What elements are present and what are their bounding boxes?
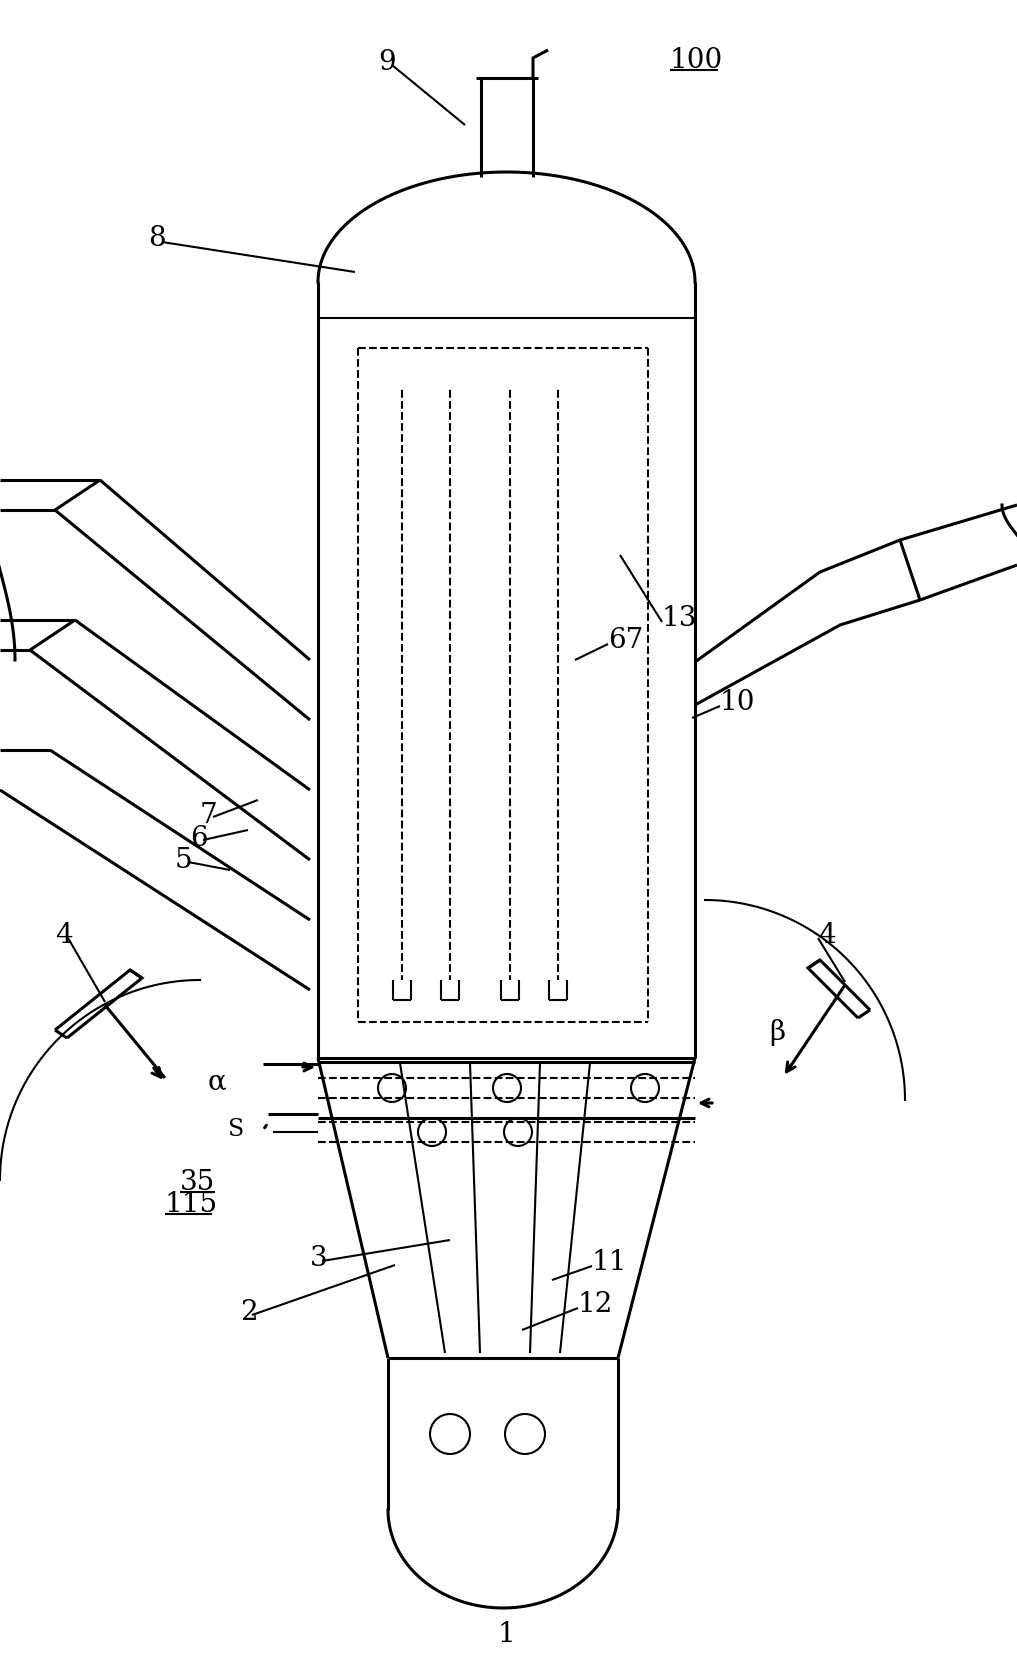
Text: β: β: [769, 1018, 785, 1045]
Text: 7: 7: [200, 802, 218, 828]
Text: 3: 3: [310, 1245, 327, 1271]
Text: 4: 4: [55, 921, 72, 949]
Text: 11: 11: [592, 1248, 627, 1276]
Text: 1: 1: [498, 1622, 516, 1648]
Text: S: S: [228, 1119, 244, 1142]
Text: 8: 8: [148, 225, 166, 251]
Text: 13: 13: [662, 605, 698, 631]
Text: 5: 5: [175, 846, 192, 873]
Text: 6: 6: [190, 825, 207, 851]
Text: 115: 115: [165, 1192, 218, 1218]
Text: 35: 35: [180, 1170, 216, 1197]
Text: 67: 67: [608, 626, 644, 653]
Text: 100: 100: [670, 46, 723, 73]
Text: 12: 12: [578, 1291, 613, 1319]
Text: 9: 9: [378, 48, 396, 76]
Text: 4: 4: [818, 921, 836, 949]
Text: α: α: [208, 1068, 227, 1096]
Text: 10: 10: [720, 689, 756, 716]
Text: 2: 2: [240, 1299, 257, 1326]
